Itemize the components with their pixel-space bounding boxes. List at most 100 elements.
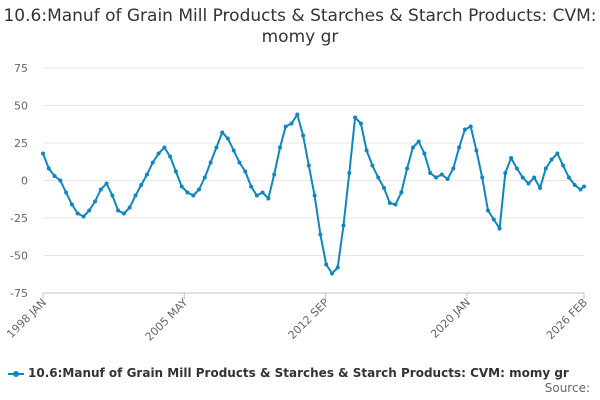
data-point [306, 163, 311, 168]
data-point [243, 169, 248, 174]
data-point [202, 175, 207, 180]
data-point [295, 112, 300, 117]
data-point [410, 145, 415, 150]
data-point [145, 172, 149, 177]
data-point [572, 183, 577, 187]
data-point [324, 262, 329, 267]
data-point [330, 271, 334, 276]
data-point [376, 175, 381, 180]
data-point [121, 211, 126, 216]
data-point [110, 193, 115, 198]
data-point [358, 121, 363, 126]
data-point [434, 175, 438, 180]
data-point [491, 217, 496, 222]
data-point [64, 190, 69, 195]
data-point [133, 193, 138, 198]
data-point [312, 193, 317, 198]
y-tick-label: -50 [10, 250, 28, 263]
data-point [393, 202, 398, 207]
data-point [93, 199, 97, 204]
data-point [127, 205, 132, 210]
data-point [582, 184, 586, 189]
x-tick-label: 2026 FEB [544, 296, 590, 342]
data-point [445, 177, 450, 181]
data-point [399, 190, 404, 195]
data-point [561, 163, 566, 168]
data-point [474, 148, 479, 153]
data-point [382, 186, 386, 190]
data-point [272, 172, 277, 177]
data-point [480, 175, 485, 180]
series-layer [41, 112, 586, 276]
data-point [266, 196, 271, 201]
data-point [69, 202, 74, 207]
data-point [341, 223, 346, 228]
data-point [208, 160, 213, 165]
data-point [278, 145, 282, 150]
x-tick-label: 1998 JAN [4, 296, 49, 341]
data-point [532, 175, 537, 180]
data-point [335, 265, 340, 270]
data-point [75, 211, 80, 216]
data-point [41, 151, 45, 156]
data-point [387, 201, 392, 205]
y-axis: 75 50 25 0 -25 -50 -75 [10, 62, 28, 300]
data-point [370, 163, 375, 168]
data-point [486, 208, 490, 213]
data-point [249, 184, 254, 189]
data-point [468, 124, 473, 129]
data-point [185, 190, 190, 195]
data-point [220, 130, 225, 135]
data-point [405, 166, 410, 171]
data-point [98, 187, 103, 192]
data-point [509, 156, 514, 160]
data-point [214, 145, 219, 150]
y-tick-label: 25 [14, 137, 28, 150]
legend[interactable]: 10.6:Manuf of Grain Mill Products & Star… [8, 366, 569, 380]
data-point [439, 172, 444, 177]
y-tick-label: -75 [10, 287, 28, 300]
source-label[interactable]: Source: [544, 381, 590, 395]
data-point [538, 186, 542, 190]
data-point [578, 187, 583, 192]
data-point [549, 157, 554, 162]
legend-series-marker [8, 370, 24, 377]
data-point [503, 171, 508, 175]
data-point [566, 175, 571, 180]
y-tick-label: 50 [14, 100, 28, 113]
x-tick-label: 2012 SEP [286, 296, 332, 342]
data-point [514, 166, 519, 171]
y-tick-label: 75 [14, 62, 28, 75]
data-point [416, 139, 421, 144]
data-point [526, 181, 531, 186]
data-point [173, 169, 178, 174]
data-point [555, 151, 560, 156]
data-point [543, 166, 548, 171]
grid-lines [43, 67, 584, 294]
data-point [191, 193, 196, 198]
data-point [283, 124, 288, 129]
legend-series-label: 10.6:Manuf of Grain Mill Products & Star… [28, 366, 569, 380]
chart-title: 10.6:Manuf of Grain Mill Products & Star… [3, 6, 597, 47]
data-point [168, 154, 173, 159]
data-point [462, 127, 467, 132]
data-point [289, 121, 294, 126]
data-point [139, 183, 144, 187]
data-point [179, 184, 184, 189]
data-point [497, 226, 502, 231]
data-point [225, 136, 230, 141]
x-tick-label: 2020 JAN [428, 296, 473, 341]
data-point [428, 171, 433, 175]
data-point [58, 178, 63, 183]
data-point [520, 175, 525, 180]
data-point [104, 181, 109, 186]
data-point [364, 148, 369, 153]
data-point [318, 232, 323, 237]
data-point [231, 148, 236, 153]
data-point [422, 151, 427, 156]
y-tick-label: 0 [21, 175, 28, 188]
data-point [197, 187, 201, 192]
data-point [451, 166, 456, 171]
x-axis: 1998 JAN 2005 MAY 2012 SEP 2020 JAN 2026 FEB [4, 293, 590, 344]
